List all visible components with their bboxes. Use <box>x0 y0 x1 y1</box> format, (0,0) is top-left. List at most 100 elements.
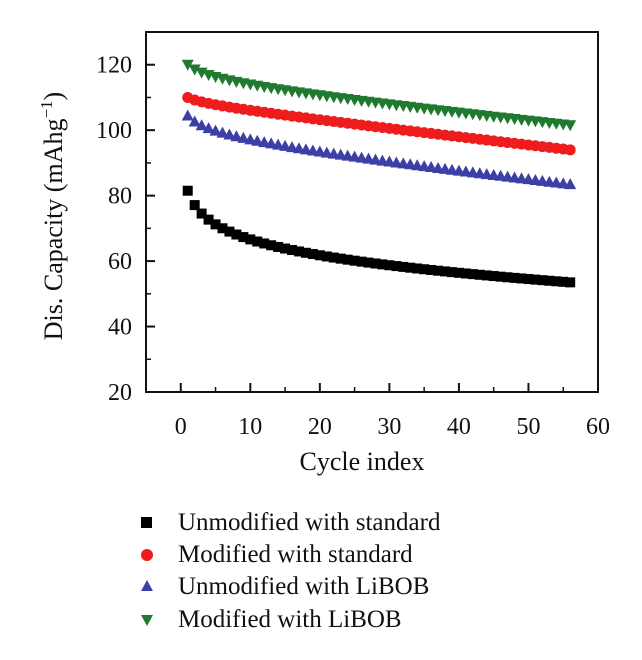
y-tick-label: 20 <box>108 380 132 406</box>
data-point <box>279 139 292 151</box>
x-tick-label: 10 <box>238 414 262 440</box>
data-point <box>195 119 208 131</box>
data-point <box>300 247 311 258</box>
data-point <box>356 256 367 267</box>
data-point <box>258 136 271 148</box>
y-axis-title-superscript: −1 <box>37 100 56 118</box>
data-point <box>363 257 374 268</box>
data-point <box>287 245 298 256</box>
data-point <box>307 249 318 260</box>
data-point <box>238 232 249 243</box>
data-point <box>286 141 299 153</box>
data-point <box>370 258 381 269</box>
x-axis-title: Cycle index <box>300 447 425 476</box>
y-tick-label: 40 <box>108 315 132 341</box>
data-point <box>223 128 236 140</box>
data-point <box>259 238 270 249</box>
data-point <box>412 263 423 274</box>
data-point <box>181 109 194 121</box>
data-point <box>327 147 340 159</box>
data-point <box>273 241 284 252</box>
y-tick-label: 80 <box>108 184 132 210</box>
data-point <box>182 185 193 196</box>
legend-marker-triangle-up <box>141 580 153 591</box>
data-point <box>251 134 264 146</box>
data-point <box>405 262 416 273</box>
data-point <box>502 272 513 283</box>
data-point <box>181 59 194 71</box>
data-point <box>335 253 346 264</box>
data-point <box>495 271 506 282</box>
data-point <box>558 276 569 287</box>
legend-label: Modified with standard <box>178 541 413 568</box>
data-point <box>377 259 388 270</box>
data-point <box>523 274 534 285</box>
x-tick-label: 20 <box>308 414 332 440</box>
series-1 <box>182 91 576 156</box>
data-point <box>509 272 520 283</box>
data-point <box>564 144 576 156</box>
data-point <box>196 208 207 219</box>
data-point <box>328 252 339 263</box>
data-point <box>306 144 319 156</box>
data-point <box>481 270 492 281</box>
data-point <box>210 219 221 230</box>
x-axis: 0 10 20 30 40 50 60 <box>145 383 610 440</box>
x-tick-label: 40 <box>447 414 471 440</box>
data-point <box>293 246 304 257</box>
data-point <box>320 146 333 158</box>
data-point <box>266 240 277 251</box>
data-point <box>230 130 243 142</box>
data-point <box>544 275 555 286</box>
data-point <box>398 261 409 272</box>
data-point <box>189 200 200 211</box>
data-point <box>231 229 242 240</box>
legend: Unmodified with standard Modified with s… <box>141 509 441 633</box>
data-point <box>280 243 291 254</box>
data-point <box>292 142 305 154</box>
data-point <box>265 137 278 149</box>
legend-item-unmodified-standard: Unmodified with standard <box>141 509 441 536</box>
legend-label: Unmodified with LiBOB <box>178 573 429 600</box>
data-point <box>342 254 353 265</box>
y-tick-label: 120 <box>96 53 132 79</box>
data-point <box>272 138 285 150</box>
data-point <box>252 236 263 247</box>
series-3 <box>181 59 577 132</box>
plot-frame <box>145 31 599 393</box>
x-tick-label: 50 <box>516 414 540 440</box>
series-layer <box>181 59 577 288</box>
data-point <box>467 269 478 280</box>
data-point <box>188 115 201 127</box>
data-point <box>299 143 312 155</box>
data-point <box>446 267 457 278</box>
data-point <box>426 264 437 275</box>
legend-item-modified-libob: Modified with LiBOB <box>141 606 402 633</box>
data-point <box>334 148 347 160</box>
data-point <box>384 260 395 271</box>
data-point <box>245 234 256 245</box>
plot-area <box>145 31 599 393</box>
data-point <box>188 64 201 76</box>
y-axis: 20 40 60 80 100 120 <box>96 53 155 406</box>
data-point <box>209 124 222 136</box>
data-point <box>224 226 235 237</box>
data-point <box>565 277 576 288</box>
data-point <box>453 267 464 278</box>
x-tick-label: 60 <box>586 414 610 440</box>
data-point <box>564 178 577 190</box>
data-point <box>391 261 402 272</box>
y-axis-title: Dis. Capacity (mAhg−1) <box>37 92 68 340</box>
data-point <box>537 275 548 286</box>
x-tick-label: 30 <box>377 414 401 440</box>
series-0 <box>182 185 576 288</box>
data-point <box>244 133 257 145</box>
legend-label: Unmodified with standard <box>178 509 441 536</box>
y-tick-label: 100 <box>96 118 132 144</box>
legend-label: Modified with LiBOB <box>178 606 402 633</box>
data-point <box>349 255 360 266</box>
data-point <box>203 214 214 225</box>
data-point <box>433 265 444 276</box>
data-point <box>440 266 451 277</box>
